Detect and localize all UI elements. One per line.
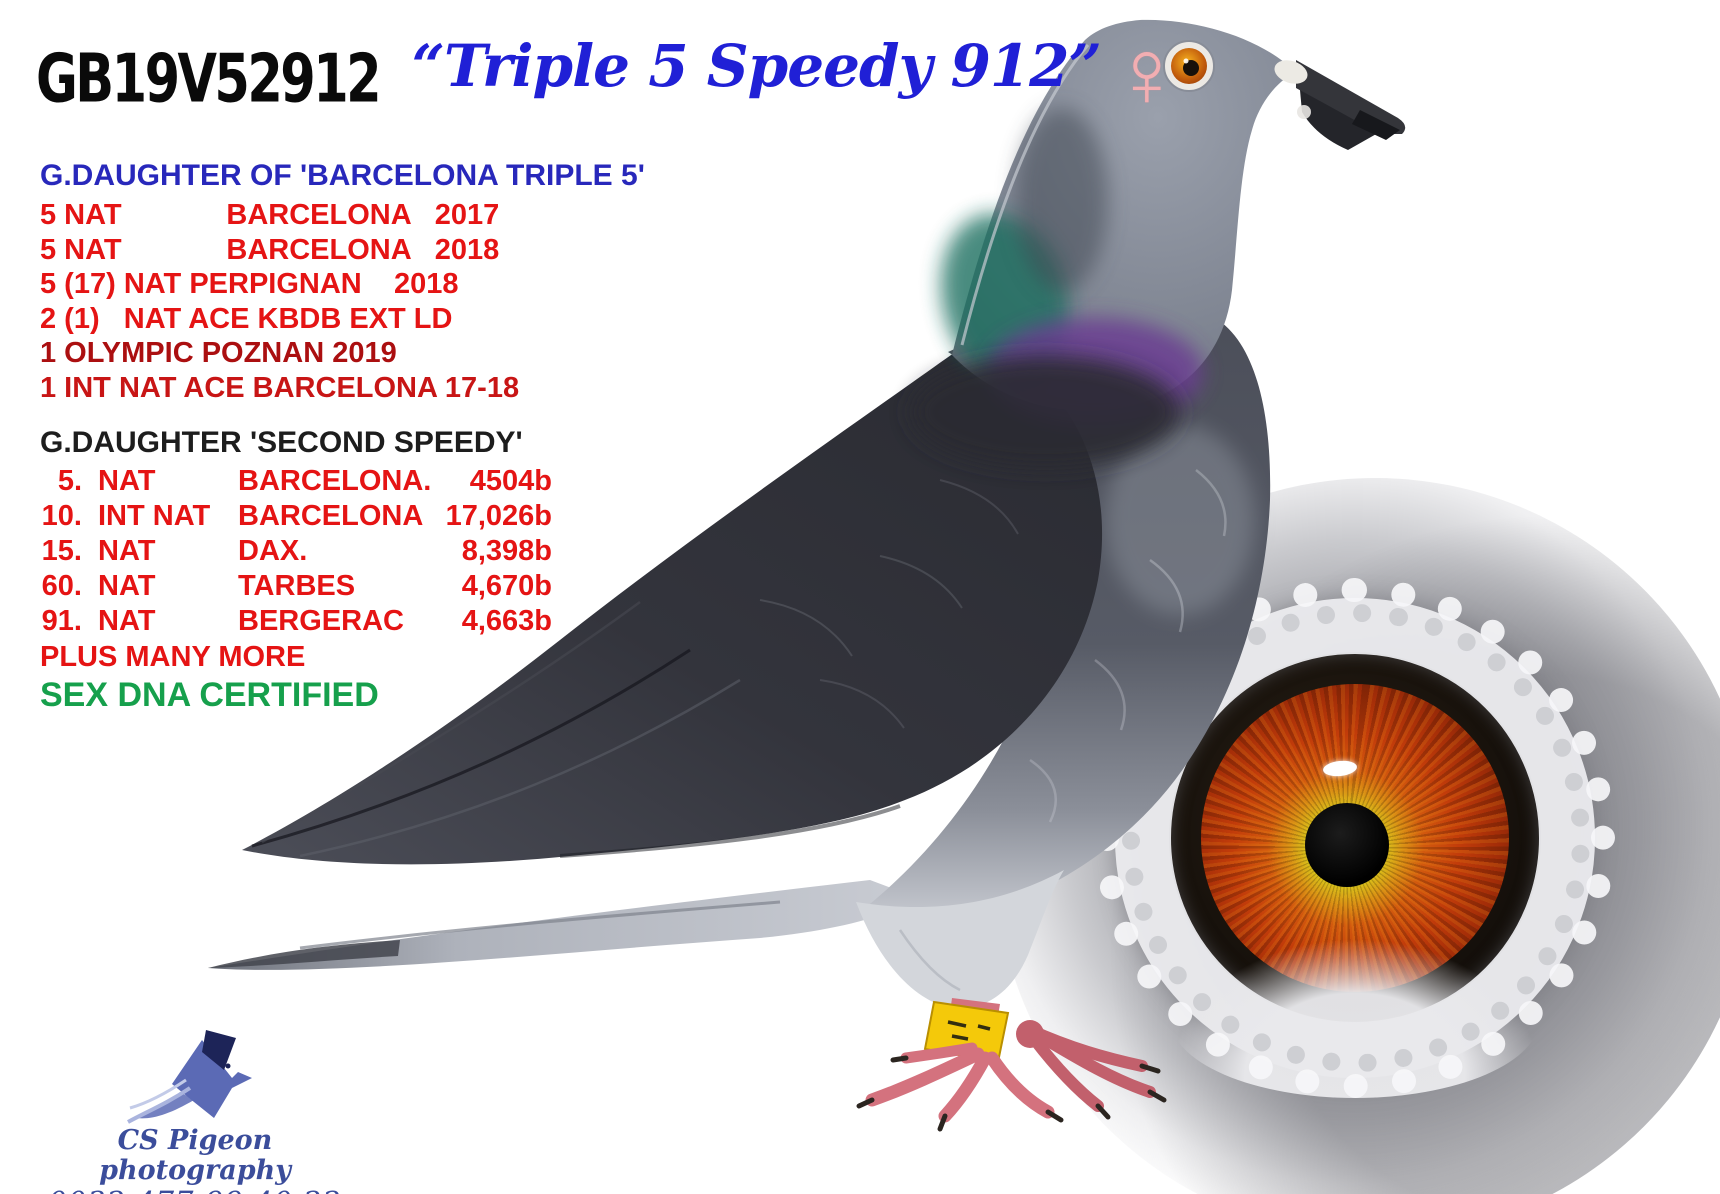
block2-heading: G.DAUGHTER 'SECOND SPEEDY': [40, 426, 523, 459]
race-category: NAT: [98, 535, 156, 567]
race-rank: 5.: [57, 465, 82, 497]
photographer-credit: CS Pigeon photography 0032 477 99 40 22: [30, 1026, 360, 1194]
result-line: 2 (1) NAT ACE KBDB EXT LD: [40, 302, 453, 335]
block2-rows: 5. NAT BARCELONA. 4504b 10. INT NAT BARC…: [40, 464, 552, 639]
race-birds-count: 4,670b: [461, 570, 552, 602]
pigeon-front-foot: [856, 998, 1064, 1132]
ring-number: GB19V52912: [36, 40, 382, 119]
pigeon-leg-feathers: [856, 870, 1064, 1009]
race-category: NAT: [98, 605, 156, 637]
race-birds-count: 17,026b: [445, 500, 552, 532]
race-rank: 60.: [41, 570, 82, 602]
block1-lines: 5 NAT BARCELONA 2017 5 NAT BARCELONA 201…: [40, 198, 645, 405]
pigeon-back-foot: [1016, 1020, 1167, 1120]
race-result-row: 91. NAT BERGERAC 4,663b: [40, 604, 552, 639]
female-symbol: ♀: [1110, 20, 1183, 127]
result-line: 5 NAT BARCELONA 2017: [40, 199, 500, 231]
result-line: 1 INT NAT ACE BARCELONA 17-18: [40, 371, 520, 404]
bird-name: “Triple 5 Speedy 912”: [411, 32, 1102, 100]
race-name: TARBES: [238, 570, 356, 602]
title-row: GB19V52912 “Triple 5 Speedy 912” ♀: [36, 20, 1183, 127]
pigeon-logo-icon: [127, 1030, 252, 1124]
pigeon-beak: [1296, 60, 1406, 134]
race-result-row: 5. NAT BARCELONA. 4504b: [40, 464, 552, 499]
race-rank: 15.: [41, 535, 82, 567]
dna-certified-note: SEX DNA CERTIFIED: [40, 676, 379, 714]
pigeon-eye: [1163, 40, 1215, 92]
race-birds-count: 8,398b: [461, 535, 552, 567]
plus-many-more-note: PLUS MANY MORE: [40, 641, 306, 673]
race-category: INT NAT: [98, 500, 211, 532]
achievements-block-dam: G.DAUGHTER 'SECOND SPEEDY' 5. NAT BARCEL…: [40, 425, 552, 715]
race-result-row: 60. NAT TARBES 4,670b: [40, 569, 552, 604]
race-result-row: 15. NAT DAX. 8,398b: [40, 534, 552, 569]
race-category: NAT: [98, 465, 156, 497]
pigeon-wing: [242, 345, 1103, 865]
block1-heading: G.DAUGHTER OF 'BARCELONA TRIPLE 5': [40, 159, 645, 192]
photographer-name: CS Pigeon photography: [99, 1125, 291, 1186]
result-line: 5 NAT BARCELONA 2018: [40, 233, 500, 266]
achievements-block-sire: G.DAUGHTER OF 'BARCELONA TRIPLE 5' 5 NAT…: [40, 158, 645, 405]
result-line: 5 (17) NAT PERPIGNAN 2018: [40, 268, 459, 300]
race-category: NAT: [98, 570, 156, 602]
race-rank: 91.: [41, 605, 82, 637]
photographer-phone: 0032 477 99 40 22: [30, 1186, 360, 1194]
pigeon-cere: [1274, 60, 1308, 84]
race-name: DAX.: [238, 535, 308, 567]
race-name: BARCELONA.: [238, 465, 432, 497]
race-result-row: 10. INT NAT BARCELONA 17,026b: [40, 499, 552, 534]
result-line: 1 OLYMPIC POZNAN 2019: [40, 337, 397, 369]
pigeon-tail: [208, 880, 918, 970]
race-birds-count: 4,663b: [461, 605, 552, 637]
race-birds-count: 4504b: [469, 465, 552, 497]
pigeon-head: [910, 19, 1406, 468]
race-name: BARCELONA: [238, 500, 424, 532]
race-rank: 10.: [41, 500, 82, 532]
race-name: BERGERAC: [238, 605, 404, 637]
